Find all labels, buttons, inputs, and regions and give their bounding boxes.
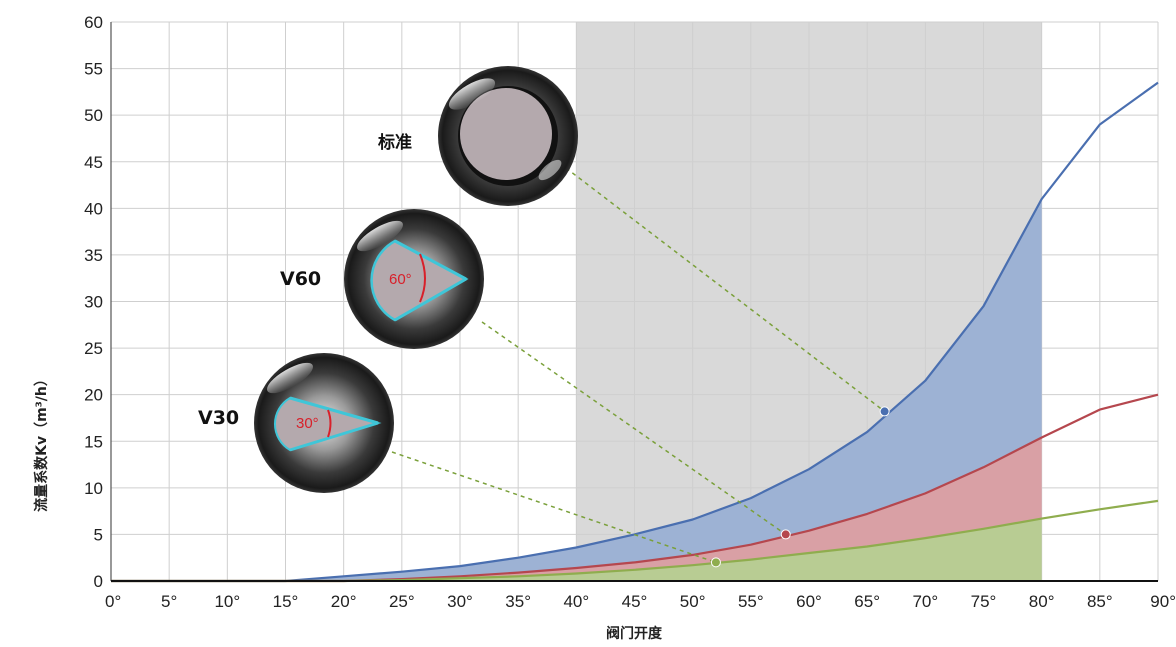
series-marker [780,529,791,540]
y-tick-label: 35 [84,246,103,265]
series-marker [710,557,721,568]
ball-image-standard [438,66,578,206]
x-tick-label: 55° [738,592,764,611]
y-tick-label: 20 [84,386,103,405]
x-tick-label: 75° [971,592,997,611]
x-tick-label: 65° [854,592,880,611]
angle-label-v30: 30° [296,415,319,432]
leader-line [565,167,886,413]
area-fill-series-2 [111,518,1042,581]
axes [110,22,1158,582]
ball-image-v30 [254,353,394,493]
area-fills [111,199,1042,581]
x-tick-label: 80° [1029,592,1055,611]
y-tick-label: 45 [84,153,103,172]
grid-lines [110,21,1159,582]
leader-lines [391,167,886,564]
x-tick-label: 5° [161,592,177,611]
x-tick-label: 10° [214,592,240,611]
y-tick-label: 25 [84,339,103,358]
angle-label-v60: 60° [389,271,412,288]
x-tick-label: 60° [796,592,822,611]
annotation-label-v60: V60 [280,268,321,290]
area-fill-series-1 [111,437,1042,581]
y-axis-title: 流量系数Kv（m³/h） [33,372,50,512]
area-fill-series-0 [111,199,1042,581]
y-tick-label: 55 [84,60,103,79]
ball-image-v60 [344,209,484,349]
y-tick-label: 50 [84,106,103,125]
x-tick-label: 30° [447,592,473,611]
x-tick-labels: 0° 5° 10° 15° 20° 25° 30° 35° 40° 45° 50° 55° 60° 65°… [105,592,1176,611]
y-tick-label: 60 [84,13,103,32]
leader-line [481,321,787,536]
annotation-label-v30: V30 [198,407,239,429]
x-axis-title: 阀门开度 [606,625,663,642]
x-tick-label: 25° [389,592,415,611]
y-tick-label: 15 [84,432,103,451]
x-tick-label: 40° [563,592,589,611]
y-tick-label: 0 [94,572,103,591]
x-tick-label: 35° [505,592,531,611]
y-tick-label: 40 [84,199,103,218]
leader-line [391,451,717,564]
x-tick-label: 70° [912,592,938,611]
x-tick-label: 90° [1150,592,1176,611]
markers [710,406,890,568]
y-tick-label: 5 [94,525,103,544]
y-tick-label: 10 [84,479,103,498]
x-tick-label: 20° [331,592,357,611]
y-tick-label: 30 [84,293,103,312]
x-tick-label: 45° [622,592,648,611]
x-tick-label: 50° [680,592,706,611]
x-tick-label: 0° [105,592,121,611]
series-marker [879,406,890,417]
annotation-label-standard: 标准 [378,132,412,153]
x-tick-label: 15° [273,592,299,611]
x-tick-label: 85° [1087,592,1113,611]
y-tick-labels: 0 5 10 15 20 25 30 35 40 45 50 55 60 [84,13,103,591]
